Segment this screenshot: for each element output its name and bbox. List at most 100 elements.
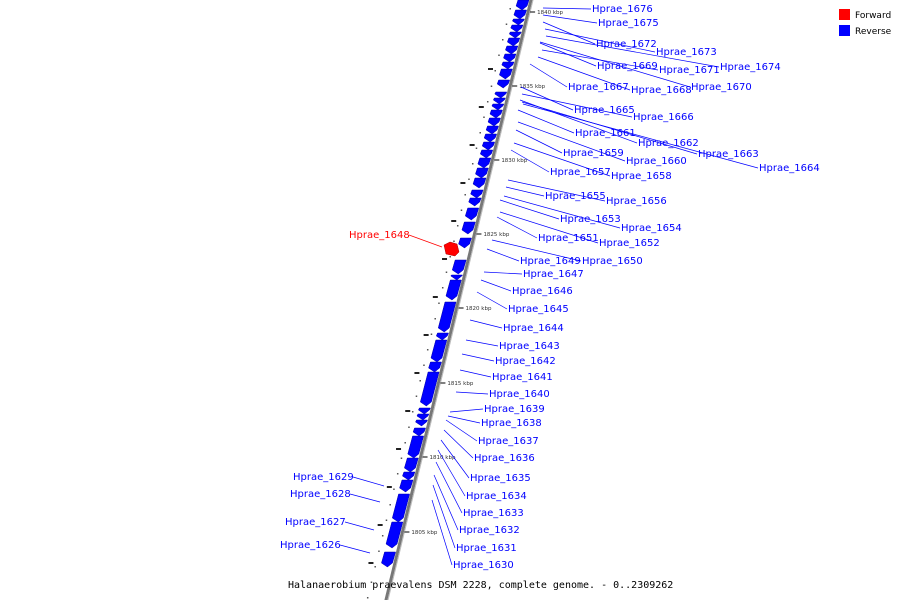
gene-block-reverse: [415, 419, 428, 427]
gene-label: Hprae_1663: [698, 149, 759, 160]
gene-label: Hprae_1651: [538, 233, 599, 244]
ring-dot: [453, 240, 455, 242]
ring-dot: [419, 380, 421, 382]
gene-block-reverse: [470, 189, 484, 199]
legend-forward-swatch: [839, 9, 850, 20]
gene-label: Hprae_1666: [633, 112, 694, 123]
tick-label: 1840 kbp: [537, 10, 563, 16]
leader-line: [517, 121, 626, 162]
gene-block-reverse: [487, 117, 501, 127]
ring-dot: [393, 488, 395, 490]
ring-dash: [377, 524, 383, 526]
gene-block-forward: [443, 241, 460, 257]
ring-dash: [478, 106, 484, 108]
ring-dash: [432, 296, 438, 298]
gene-label: Hprae_1652: [599, 238, 660, 249]
legend-reverse-label: Reverse: [855, 27, 892, 37]
leader-line: [544, 28, 656, 53]
gene-label: Hprae_1661: [575, 128, 636, 139]
ring-dot: [438, 302, 440, 304]
tick-label: 1815 kbp: [447, 381, 473, 387]
gene-block-reverse: [435, 332, 449, 341]
gene-label: Hprae_1671: [659, 65, 720, 76]
leader-line: [440, 439, 470, 479]
leader-line: [432, 484, 456, 549]
gene-label: Hprae_1636: [474, 453, 535, 464]
leader-line: [499, 211, 599, 244]
gene-block-reverse: [402, 471, 416, 481]
gene-block-reverse: [507, 37, 521, 47]
gene-label: Hprae_1669: [597, 61, 658, 72]
ring-dot: [400, 457, 403, 459]
gene-label: Hprae_1656: [606, 196, 667, 207]
gene-block-reverse: [385, 521, 404, 549]
ring-dash: [396, 448, 402, 450]
gene-block-reverse: [437, 301, 457, 333]
legend-forward-label: Forward: [855, 11, 891, 21]
gene-label: Hprae_1658: [611, 171, 672, 182]
gene-label: Hprae_1647: [523, 269, 584, 280]
gene-block-reverse: [418, 407, 431, 415]
leader-line: [455, 391, 489, 395]
gene-block-reverse: [399, 479, 414, 493]
gene-block-reverse: [496, 79, 511, 89]
ring-dash: [460, 182, 466, 184]
gene-block-reverse: [451, 259, 467, 275]
legend: Forward Reverse: [839, 9, 892, 37]
ring-dash: [488, 68, 493, 70]
ring-dash: [368, 562, 374, 564]
leader-line: [517, 109, 575, 134]
ring-dot: [441, 287, 444, 289]
gene-blocks: [381, 0, 530, 568]
ring-dot: [396, 473, 399, 475]
ring-dot: [498, 54, 500, 56]
genome-backbone: [384, 0, 534, 600]
ring-dot: [404, 442, 406, 444]
gene-label: Hprae_1638: [481, 418, 542, 429]
gene-block-reverse: [428, 361, 442, 373]
gene-block-reverse: [494, 91, 508, 99]
gene-label: Hprae_1626: [280, 540, 341, 551]
gene-label: Hprae_1650: [582, 256, 643, 267]
gene-label: Hprae_1653: [560, 214, 621, 225]
gene-block-reverse: [493, 97, 506, 105]
leader-line: [542, 14, 598, 24]
gene-label: Hprae_1637: [478, 436, 539, 447]
leader-line: [480, 279, 512, 292]
ring-dot: [415, 395, 418, 397]
gene-label: Hprae_1627: [285, 517, 346, 528]
ring-dot: [366, 597, 369, 599]
gene-block-reverse: [412, 427, 426, 437]
gene-label: Hprae_1644: [503, 323, 564, 334]
leader-line: [503, 195, 621, 229]
ring-dot: [411, 411, 414, 413]
leader-line: [522, 103, 759, 169]
gene-block-reverse: [430, 339, 448, 363]
gene-label: Hprae_1632: [459, 525, 520, 536]
gene-label: Hprae_1628: [290, 489, 351, 500]
gene-label: Hprae_1633: [463, 508, 524, 519]
gene-label: Hprae_1655: [545, 191, 606, 202]
gene-block-reverse: [416, 413, 430, 421]
gene-block-reverse: [499, 68, 513, 80]
leader-line: [496, 216, 538, 239]
ring-dot: [370, 581, 373, 583]
ring-dot: [445, 271, 448, 273]
gene-label: Hprae_1645: [508, 304, 569, 315]
ring-dot: [385, 519, 388, 521]
gene-label: Hprae_1660: [626, 156, 687, 167]
gene-label: Hprae_1668: [631, 85, 692, 96]
gene-block-reverse: [461, 221, 476, 235]
leader-line: [433, 474, 459, 531]
leader-line: [539, 41, 691, 88]
gene-label: Hprae_1675: [598, 18, 659, 29]
gene-label: Hprae_1674: [720, 62, 781, 73]
leader-line: [515, 129, 563, 154]
gene-label: Hprae_1639: [484, 404, 545, 415]
gene-label: Hprae_1631: [456, 543, 517, 554]
ring-dot: [408, 426, 410, 428]
gene-block-reverse: [503, 53, 517, 63]
ring-dot: [509, 8, 511, 10]
gene-block-reverse: [513, 9, 527, 20]
